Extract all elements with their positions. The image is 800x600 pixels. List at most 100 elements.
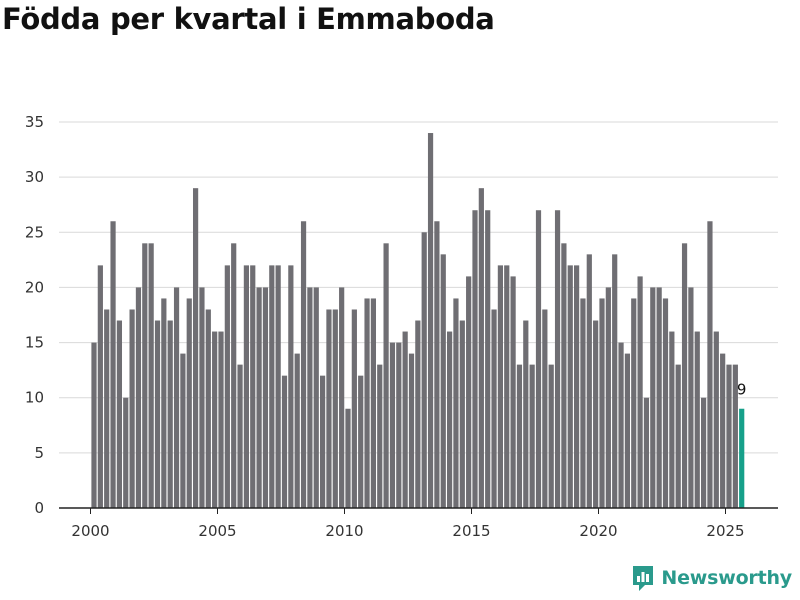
bar [186,298,192,508]
bar [453,298,459,508]
bar [669,331,675,508]
chart-title: Födda per kvartal i Emmaboda [2,2,495,36]
newsworthy-logo[interactable]: Newsworthy [631,564,792,592]
bar [129,309,135,508]
bar [504,265,510,508]
bar [154,320,161,508]
bar [231,243,237,509]
bar-chart-logo-icon [633,566,654,591]
y-tick-label: 0 [34,499,44,517]
bar [681,243,688,509]
bar [599,298,605,508]
bar [567,265,573,508]
bar [275,265,281,508]
bar [319,375,326,508]
bar [218,331,224,508]
bar [148,243,154,509]
x-tick-label: 2000 [71,522,109,540]
bar [580,298,586,508]
x-tick-label: 2025 [706,522,744,540]
bar [364,298,370,508]
bar [593,320,599,508]
bar [237,364,243,508]
x-tick-label: 2005 [198,522,236,540]
bar [434,221,440,508]
bar [421,232,427,509]
bar [720,353,726,508]
bar [573,265,580,508]
bar [199,287,205,508]
bar [466,276,472,508]
bar [637,276,643,508]
bar [688,287,694,508]
bar [307,287,313,508]
bar [300,221,307,508]
bar [643,397,650,508]
x-tick-label: 2015 [452,522,490,540]
bar [345,408,351,508]
bar [586,254,592,508]
bar [554,210,561,508]
bar [180,353,186,508]
bar [516,364,523,508]
bar [332,309,338,508]
bar [529,364,535,508]
bar [542,309,548,508]
bar [631,298,637,508]
bar [675,364,681,508]
bar [440,254,446,508]
bar [472,210,478,508]
bar [224,265,230,508]
bar [256,287,262,508]
bar [339,287,345,508]
bar [402,331,408,508]
bar [173,287,180,508]
bar [726,364,732,508]
bar [326,309,332,508]
bar [135,287,142,508]
bar [161,298,167,508]
bar [650,287,656,508]
y-tick-label: 5 [34,444,44,462]
bar [281,375,288,508]
y-tick-label: 30 [25,168,44,186]
bar [523,320,529,508]
bar [548,364,554,508]
bar [383,243,389,509]
bar [459,320,465,508]
data-label: 9 [737,381,747,399]
bar [250,265,256,508]
axes [59,507,778,514]
bars [91,133,745,509]
bar [110,221,116,508]
bar [377,364,383,508]
bar [262,287,269,508]
bar [427,133,434,508]
bar [605,287,611,508]
bar [612,254,618,508]
x-tick-label: 2010 [325,522,363,540]
bar [269,265,275,508]
bar [618,342,624,508]
bar [485,210,491,508]
bar [205,309,211,508]
bar [167,320,173,508]
bar [294,353,300,508]
bar [510,276,516,508]
y-tick-label: 15 [25,334,44,352]
bar [370,298,377,508]
bar [212,331,218,508]
bar [123,397,129,508]
bar [358,375,364,508]
bar [351,309,357,508]
y-tick-label: 20 [25,278,44,296]
bar [732,364,738,508]
bar [142,243,148,509]
brand-name: Newsworthy [661,567,792,589]
bar [656,287,662,508]
bar [389,342,396,508]
y-tick-label: 25 [25,223,44,241]
bar [408,353,415,508]
